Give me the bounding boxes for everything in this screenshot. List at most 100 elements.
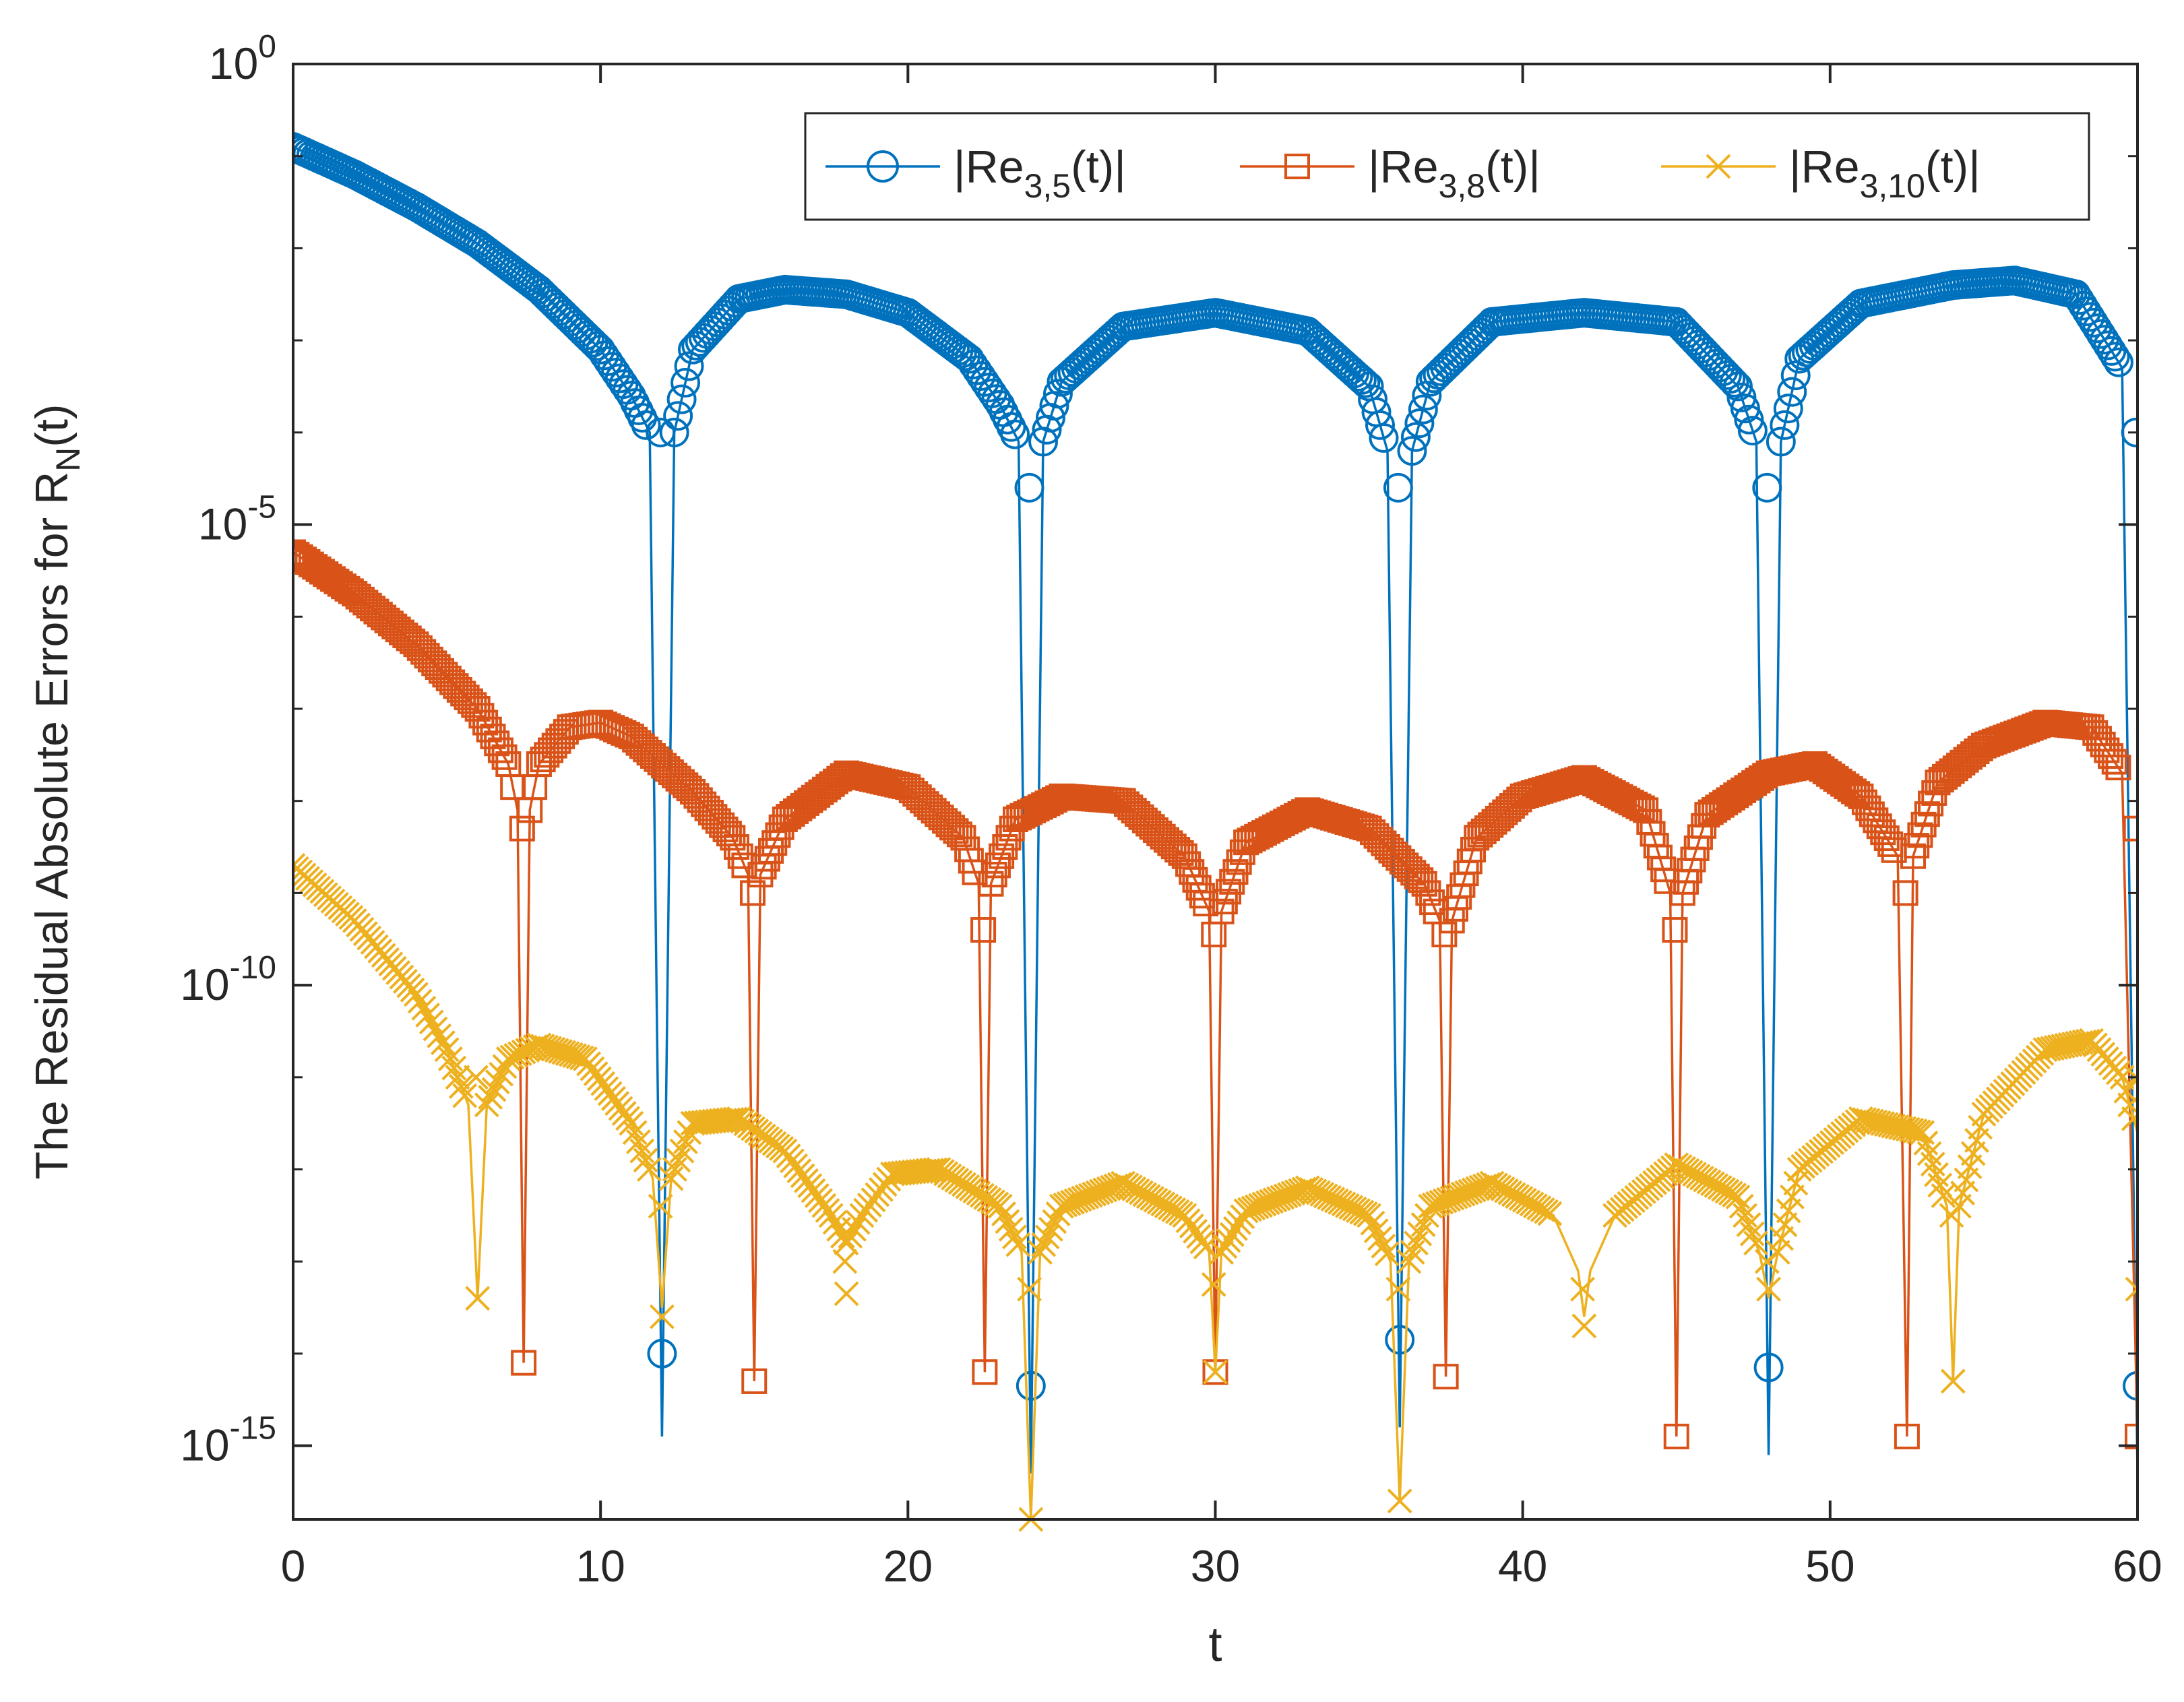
series-3 <box>293 852 2138 1532</box>
series-marker <box>1219 869 1245 895</box>
series-marker <box>629 1138 655 1164</box>
series-marker <box>427 1023 452 1048</box>
series-marker <box>1736 1212 1761 1237</box>
series-marker <box>1223 1216 1248 1241</box>
series-marker <box>1712 360 1742 390</box>
series-marker <box>989 843 1015 869</box>
series-marker <box>1776 1198 1801 1224</box>
series-marker <box>404 982 429 1007</box>
series-marker <box>1396 1249 1422 1274</box>
series-drop-marker <box>646 417 676 447</box>
series-marker <box>1038 1216 1063 1242</box>
x-tick-label: 60 <box>2113 1541 2162 1591</box>
series-drop-marker <box>465 1286 491 1311</box>
series-marker <box>1537 1201 1563 1226</box>
y-axis-label-suffix: (t) <box>26 404 77 447</box>
series-marker <box>2121 1106 2138 1131</box>
series-marker <box>1719 367 1749 398</box>
series-marker <box>478 1085 503 1110</box>
series-marker <box>1780 1185 1805 1209</box>
series-marker <box>1216 1228 1241 1253</box>
series-marker <box>1397 436 1427 466</box>
y-axis-label-main: The Residual Absolute Errors for R <box>26 472 77 1180</box>
series-marker <box>1770 410 1800 440</box>
series-drop-marker <box>1431 921 1458 947</box>
series-marker <box>485 1069 510 1095</box>
series-drop-marker <box>834 1281 859 1306</box>
series-drop-marker <box>1201 1271 1226 1297</box>
series-2 <box>293 539 2138 1449</box>
series-marker <box>1209 1240 1235 1265</box>
series-marker <box>1629 795 1655 821</box>
series-marker <box>474 1092 499 1118</box>
series-marker <box>1369 423 1399 453</box>
series-marker <box>998 1216 1024 1242</box>
series-drop-marker <box>1894 1423 1920 1449</box>
x-tick-label: 40 <box>1498 1541 1547 1591</box>
x-tick-label: 50 <box>1805 1541 1854 1591</box>
series-drop-marker <box>2123 1370 2138 1401</box>
series-marker <box>1716 364 1746 394</box>
series-marker <box>1408 394 1438 424</box>
series-marker <box>407 988 433 1014</box>
series-marker <box>1733 1203 1758 1228</box>
series-marker <box>437 1046 463 1071</box>
series-marker <box>995 1209 1020 1234</box>
series-marker <box>1728 1193 1754 1219</box>
legend-marker <box>1284 154 1310 179</box>
series-marker <box>818 1203 844 1228</box>
series-marker <box>946 821 972 848</box>
series-marker <box>1773 393 1803 424</box>
series-drop-marker <box>647 1338 677 1368</box>
legend-entry-1[interactable]: |Re3,5(t)| <box>825 141 1126 205</box>
series-marker <box>1374 1241 1400 1267</box>
series-drop-marker <box>1387 1488 1412 1514</box>
series-drop-marker <box>1892 880 1918 906</box>
series-drop-marker <box>648 1193 673 1219</box>
series-marker <box>987 1193 1013 1219</box>
series-marker <box>669 1138 695 1164</box>
x-tick-label: 20 <box>883 1541 933 1591</box>
series-drop-marker <box>1570 1276 1596 1302</box>
series-marker <box>662 1157 687 1182</box>
series-drop-marker <box>1939 1203 1964 1228</box>
series-marker <box>1400 1240 1425 1265</box>
series-marker <box>448 1074 474 1099</box>
series-marker <box>1476 1172 1501 1197</box>
series-marker <box>1404 1230 1429 1256</box>
series-marker <box>1769 1226 1795 1251</box>
series-drop-marker <box>1753 1352 1784 1383</box>
legend-label: |Re3,5(t)| <box>954 141 1126 205</box>
series-marker <box>663 401 693 431</box>
series-marker <box>489 1061 514 1087</box>
y-axis-label: The Residual Absolute Errors for RN(t) <box>26 404 87 1180</box>
series-marker <box>441 1055 467 1081</box>
series-marker <box>1028 1240 1053 1265</box>
series-drop-marker <box>1433 1364 1459 1390</box>
series-marker <box>720 825 746 851</box>
legend-entry-3[interactable]: |Re3,10(t)| <box>1661 141 1980 205</box>
series-marker <box>658 1166 684 1191</box>
series-drop-marker <box>1662 917 1688 943</box>
series-marker <box>500 774 526 800</box>
series-marker <box>1216 879 1242 905</box>
series-marker <box>1222 859 1249 885</box>
series-marker <box>1002 1224 1027 1250</box>
series-marker <box>434 1037 460 1063</box>
series-marker <box>845 1209 871 1235</box>
legend-box <box>804 112 2090 221</box>
series-marker <box>2103 347 2133 377</box>
series-drop-marker <box>741 1368 768 1394</box>
legend[interactable]: |Re3,5(t)| |Re3,8(t)| |Re3,10(t)| <box>804 112 2090 221</box>
series-marker <box>1737 416 1768 446</box>
legend-entry-2[interactable]: |Re3,8(t)| <box>1240 141 1540 205</box>
series-marker <box>1219 1222 1245 1247</box>
series-drop-marker <box>1571 1313 1597 1339</box>
series-drop-marker <box>1385 1276 1411 1302</box>
series-marker <box>1371 1234 1396 1259</box>
series-drop-marker <box>1016 1370 1046 1401</box>
series-marker <box>626 1129 651 1154</box>
series-marker <box>1404 408 1435 439</box>
